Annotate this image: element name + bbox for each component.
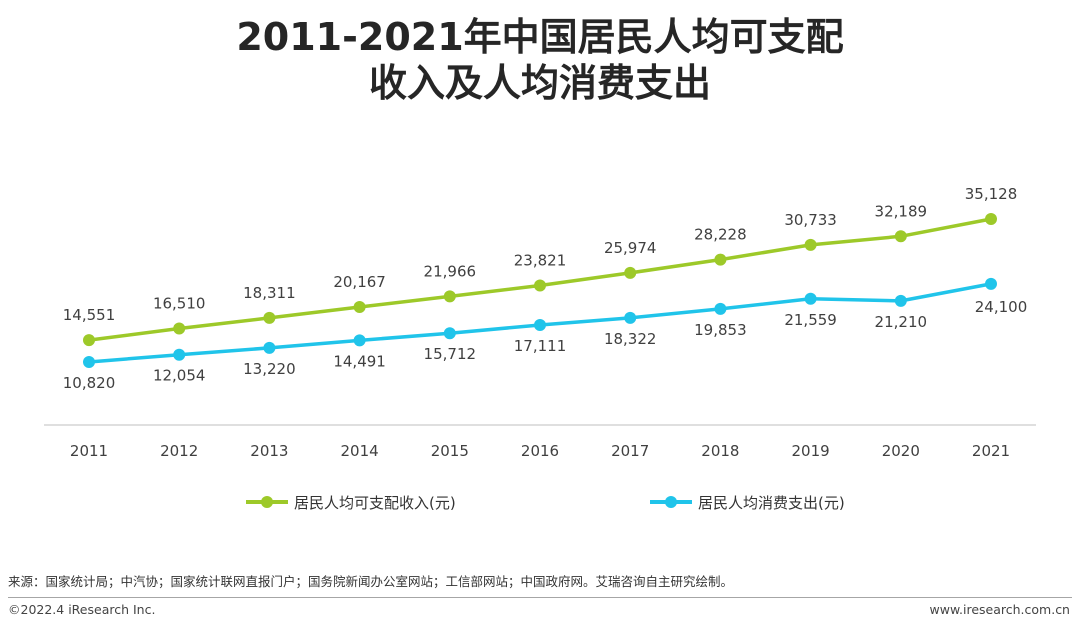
x-tick-label: 2021: [972, 442, 1010, 460]
income-data-point: [263, 311, 276, 324]
income-data-label: 21,966: [424, 262, 477, 280]
x-tick-label: 2017: [611, 442, 649, 460]
income-data-label: 18,311: [243, 284, 296, 302]
income-data-label: 16,510: [153, 295, 206, 313]
income-data-point: [83, 334, 95, 347]
spending-data-point: [894, 294, 907, 307]
legend-spending-swatch: [650, 490, 692, 514]
footer-divider: [8, 597, 1072, 598]
income-data-label: 30,733: [784, 211, 837, 229]
legend-income-swatch: [246, 490, 288, 514]
income-data-point: [714, 253, 727, 266]
income-data-point: [985, 213, 997, 225]
spending-data-point: [624, 311, 637, 324]
spending-data-label: 10,820: [63, 374, 116, 392]
spending-data-label: 14,491: [333, 352, 386, 370]
income-data-label: 32,189: [875, 202, 928, 220]
chart-title: 2011-2021年中国居民人均可支配 收入及人均消费支出: [0, 14, 1080, 106]
spending-data-label: 17,111: [514, 337, 567, 355]
title-line-1: 2011-2021年中国居民人均可支配: [236, 15, 844, 59]
spending-data-point: [534, 319, 546, 331]
spending-data-label: 19,853: [694, 321, 747, 339]
income-data-point: [353, 301, 366, 313]
legend-spending-label: 居民人均消费支出(元): [698, 493, 845, 512]
spending-data-point: [353, 334, 366, 347]
spending-data-label: 24,100: [975, 298, 1028, 316]
income-data-label: 14,551: [63, 306, 116, 324]
income-data-label: 35,128: [965, 185, 1018, 203]
copyright: ©2022.4 iResearch Inc.: [8, 602, 156, 617]
spending-data-label: 15,712: [424, 345, 477, 363]
legend-income-label: 居民人均可支配收入(元): [294, 493, 456, 512]
income-data-point: [534, 279, 546, 292]
income-data-label: 28,228: [694, 226, 747, 244]
spending-data-point: [173, 348, 186, 361]
income-data-point: [624, 266, 637, 279]
spending-data-label: 21,559: [784, 311, 837, 329]
spending-data-label: 18,322: [604, 330, 657, 348]
income-data-label: 20,167: [333, 273, 386, 291]
income-data-label: 25,974: [604, 239, 657, 257]
line-chart: 2011 2012 2013 2014 2015 2016 2017 2018 2019 2020…: [44, 185, 1036, 460]
legend-income: 居民人均可支配收入(元): [246, 490, 456, 514]
spending-data-label: 21,210: [875, 313, 928, 331]
spending-data-point: [83, 356, 95, 368]
source-note: 来源：国家统计局；中汽协；国家统计联网直报门户；国务院新闻办公室网站；工信部网站…: [8, 574, 734, 589]
website: www.iresearch.com.cn: [929, 602, 1071, 617]
legend-spending: 居民人均消费支出(元): [650, 490, 845, 514]
x-tick-label: 2015: [431, 442, 469, 460]
x-tick-label: 2014: [341, 442, 379, 460]
x-tick-label: 2012: [160, 442, 198, 460]
spending-data-label: 13,220: [243, 360, 296, 378]
spending-data-point: [443, 327, 456, 340]
x-tick-label: 2018: [701, 442, 739, 460]
income-data-point: [443, 290, 456, 303]
income-data-point: [173, 322, 186, 335]
income-data-point: [804, 238, 817, 251]
spending-data-label: 12,054: [153, 367, 206, 385]
spending-data-point: [804, 292, 817, 305]
x-tick-label: 2020: [882, 442, 920, 460]
x-tick-label: 2019: [792, 442, 830, 460]
spending-data-point: [714, 302, 727, 315]
x-tick-label: 2011: [70, 442, 108, 460]
income-data-point: [894, 230, 907, 243]
title-line-2: 收入及人均消费支出: [368, 61, 711, 105]
x-tick-label: 2016: [521, 442, 559, 460]
x-tick-label: 2013: [250, 442, 288, 460]
income-data-label: 23,821: [514, 252, 567, 270]
spending-data-point: [985, 277, 997, 290]
spending-data-point: [263, 341, 276, 354]
